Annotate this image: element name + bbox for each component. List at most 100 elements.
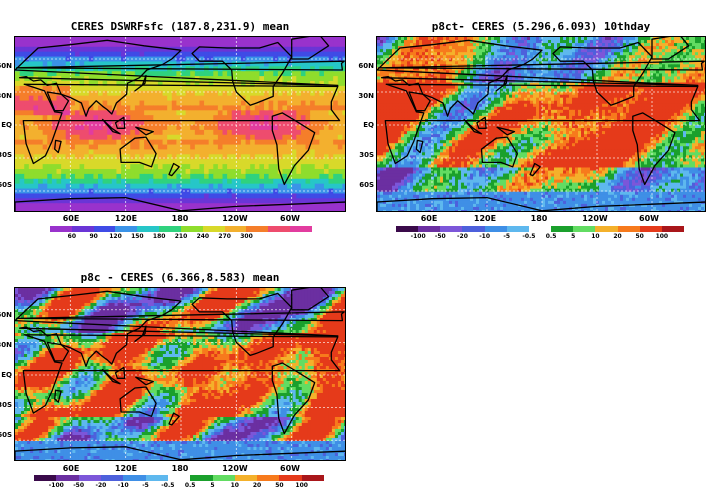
- colorbar-label: 120: [109, 233, 122, 240]
- lat-label: 30S: [0, 401, 12, 409]
- colorbar-label: 150: [131, 233, 144, 240]
- lon-label: 180: [171, 464, 189, 473]
- colorbar-swatch: [396, 226, 419, 232]
- lat-label: 30N: [358, 92, 374, 100]
- colorbar-swatch: [159, 226, 181, 232]
- panel-title: p8ct- CERES (5.296,6.093) 10thday: [431, 20, 651, 33]
- colorbar-swatch: [551, 226, 574, 232]
- colorbar-swatch: [123, 475, 146, 481]
- lon-label: 120W: [582, 214, 608, 223]
- lat-label: EQ: [1, 371, 12, 379]
- lat-label: 60S: [0, 431, 12, 439]
- lat-label: 30N: [0, 92, 12, 100]
- colorbar: [396, 226, 685, 232]
- colorbar-swatch: [440, 226, 463, 232]
- colorbar: [34, 475, 325, 481]
- colorbar-swatch: [246, 226, 269, 232]
- lon-label: 60E: [62, 464, 80, 473]
- colorbar-swatch: [528, 226, 552, 232]
- lat-label: 60N: [0, 311, 12, 319]
- colorbar-label: 90: [89, 233, 98, 240]
- lon-label: 120W: [222, 214, 248, 223]
- field-plot: [15, 37, 345, 211]
- colorbar-swatch: [661, 226, 685, 232]
- colorbar-label: -5: [503, 233, 511, 240]
- global-map: [376, 36, 706, 212]
- colorbar-label: 10: [591, 233, 600, 240]
- colorbar-label: 5: [571, 233, 576, 240]
- colorbar-swatch: [234, 475, 258, 481]
- colorbar-swatch: [202, 226, 225, 232]
- colorbar-label: 300: [240, 233, 253, 240]
- colorbar-swatch: [100, 475, 124, 481]
- lon-label: 60W: [639, 214, 659, 223]
- colorbar-label: 100: [655, 233, 669, 240]
- colorbar-label: 270: [218, 233, 231, 240]
- colorbar-label: -100: [48, 482, 64, 489]
- lat-label: 60S: [0, 181, 12, 189]
- panel-title: CERES DSWRFsfc (187.8,231.9) mean: [70, 20, 290, 33]
- global-map: [14, 287, 346, 461]
- colorbar-label: 60: [67, 233, 76, 240]
- colorbar-swatch: [301, 475, 325, 481]
- lon-label: 60E: [62, 214, 80, 223]
- lon-label: 60W: [280, 464, 300, 473]
- colorbar-swatch: [180, 226, 203, 232]
- colorbar-swatch: [190, 475, 213, 481]
- colorbar-swatch: [137, 226, 160, 232]
- colorbar-label: 20: [252, 482, 262, 489]
- colorbar-label: -10: [479, 233, 491, 240]
- lon-label: 60W: [280, 214, 300, 223]
- colorbar-label: 50: [635, 233, 644, 240]
- colorbar-swatch: [290, 226, 312, 232]
- colorbar-swatch: [145, 475, 168, 481]
- colorbar-label: 0.5: [184, 482, 196, 489]
- field-plot: [377, 37, 705, 211]
- colorbar-swatch: [224, 226, 247, 232]
- colorbar-swatch: [279, 475, 302, 481]
- colorbar-label: -20: [457, 233, 468, 240]
- colorbar-label: -100: [410, 233, 426, 240]
- colorbar-swatch: [71, 226, 94, 232]
- colorbar-label: -20: [95, 482, 107, 489]
- lat-label: EQ: [363, 121, 374, 129]
- colorbar-label: -0.5: [161, 482, 175, 489]
- colorbar-swatch: [506, 226, 529, 232]
- lat-label: 30S: [359, 151, 374, 159]
- colorbar-swatch: [573, 226, 596, 232]
- lon-label: 180: [171, 214, 189, 223]
- colorbar-swatch: [34, 475, 57, 481]
- colorbar-swatch: [418, 226, 441, 232]
- lon-label: 120E: [114, 214, 138, 223]
- colorbar-swatch: [639, 226, 662, 232]
- colorbar-swatch: [617, 226, 640, 232]
- lat-label: 30S: [0, 151, 12, 159]
- colorbar-label: 5: [210, 482, 215, 489]
- colorbar: [50, 226, 312, 232]
- global-map: [14, 36, 346, 212]
- colorbar-swatch: [257, 475, 280, 481]
- colorbar-label: 0.5: [545, 233, 557, 240]
- lon-label: 180: [530, 214, 548, 223]
- lat-label: 60N: [0, 62, 12, 70]
- panel-title: p8c - CERES (6.366,8.583) mean: [80, 271, 280, 284]
- colorbar-swatch: [115, 226, 138, 232]
- colorbar-label: -10: [117, 482, 129, 489]
- colorbar-label: 180: [152, 233, 166, 240]
- colorbar-label: 50: [275, 482, 284, 489]
- colorbar-label: 10: [230, 482, 239, 489]
- colorbar-swatch: [78, 475, 101, 481]
- colorbar-swatch: [93, 226, 116, 232]
- field-plot: [15, 288, 345, 460]
- lon-label: 120W: [222, 464, 248, 473]
- colorbar-label: -50: [434, 233, 446, 240]
- colorbar-label: -0.5: [522, 233, 536, 240]
- colorbar-label: 210: [174, 233, 188, 240]
- lat-label: 30N: [0, 341, 12, 349]
- colorbar-label: -50: [73, 482, 85, 489]
- colorbar-label: 20: [613, 233, 622, 240]
- colorbar-label: 100: [295, 482, 308, 489]
- lon-label: 120E: [473, 214, 497, 223]
- colorbar-label: -5: [142, 482, 149, 489]
- lat-label: 60N: [358, 62, 374, 70]
